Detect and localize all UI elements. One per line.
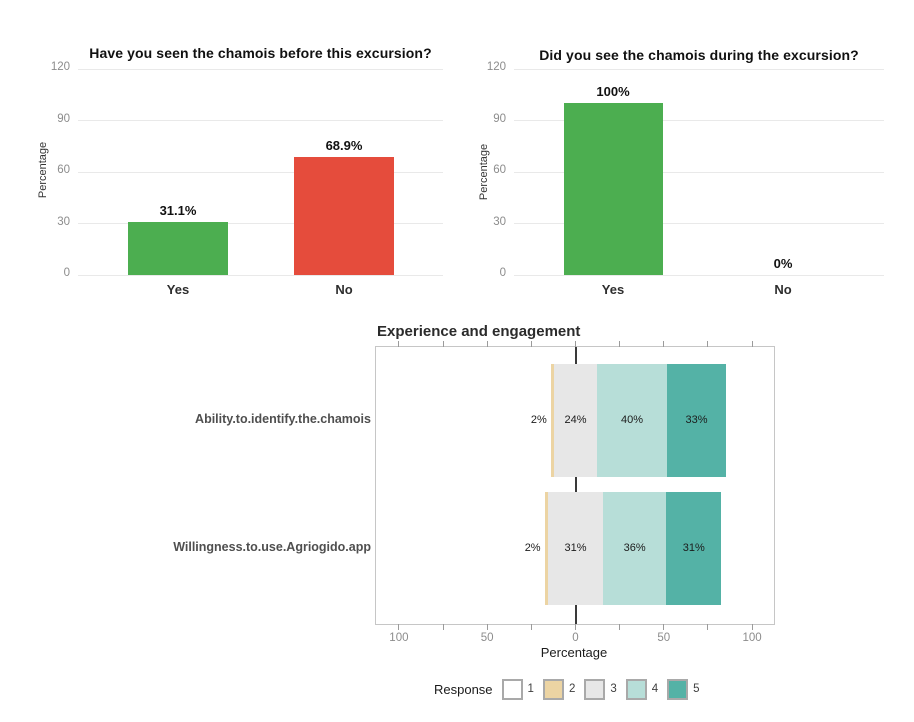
legend-swatch-5 <box>667 678 689 700</box>
axis-tick <box>398 624 400 630</box>
y-tick-label: 0 <box>499 267 506 279</box>
y-tick-label: 30 <box>57 215 70 228</box>
segment-label-outside: 2% <box>530 414 547 426</box>
bar-value-label: 100% <box>596 84 630 100</box>
segment-label-outside: 2% <box>524 542 541 554</box>
legend-title: Response <box>434 681 493 697</box>
gridline <box>78 68 443 70</box>
axis-tick <box>619 341 621 347</box>
chart-during-excursion: Did you see the chamois during the excur… <box>460 0 914 308</box>
segment-label: 36% <box>623 542 646 554</box>
x-tick-label: 50 <box>480 632 494 644</box>
legend-item-label: 3 <box>610 683 617 695</box>
axis-tick <box>751 624 753 630</box>
x-tick-label: 100 <box>742 632 762 644</box>
y-tick-label: 90 <box>493 112 506 125</box>
x-tick-label: 0 <box>572 632 579 644</box>
x-axis-label: Percentage <box>540 645 608 660</box>
axis-tick <box>751 341 753 347</box>
y-tick-label: 0 <box>63 267 70 279</box>
y-tick-label: 60 <box>493 164 506 176</box>
chart-title: Did you see the chamois during the excur… <box>539 47 859 63</box>
x-tick-label: 100 <box>389 632 409 644</box>
y-tick-label: 90 <box>57 112 70 125</box>
y-tick-label: 60 <box>57 164 70 176</box>
plot-area: 0 30 60 90 120 100% Yes 0% No <box>487 61 884 297</box>
segment-label: 31% <box>564 542 587 554</box>
gridline <box>78 171 443 173</box>
gridline <box>78 120 443 121</box>
chart-title: Have you seen the chamois before this ex… <box>89 45 432 61</box>
chart-experience-engagement: Experience and engagement 100 50 0 50 100 24%… <box>0 315 914 722</box>
axis-tick <box>398 341 400 347</box>
gridline <box>78 274 443 276</box>
chart-title: Experience and engagement <box>377 323 581 340</box>
axis-tick <box>663 624 665 630</box>
likert-segment-level-3 <box>554 364 597 477</box>
axis-tick <box>575 624 576 630</box>
legend-swatch-1 <box>501 678 523 700</box>
likert-segment-level-2 <box>544 492 549 605</box>
legend-items: 1 2 3 4 5 <box>493 678 700 700</box>
zero-axis-line <box>574 347 577 624</box>
likert-segment-level-2 <box>550 364 555 477</box>
gridline <box>514 223 884 224</box>
y-tick-label: 120 <box>50 61 70 73</box>
axis-tick <box>442 624 444 630</box>
plot-area: 100 50 0 50 100 24% 40% 33% 2% 31% 36% 31% 2% <box>375 341 775 644</box>
gridline <box>78 223 443 224</box>
x-category-label: Yes <box>166 282 190 297</box>
legend-item-label: 4 <box>651 683 659 695</box>
legend-item-label: 1 <box>527 683 534 695</box>
row-label: Willingness.to.use.Agriogido.app <box>173 540 371 554</box>
x-category-label: No <box>335 282 353 297</box>
axis-tick <box>442 341 444 347</box>
segment-label: 24% <box>564 414 587 426</box>
axis-tick <box>707 624 709 630</box>
gridline <box>514 68 884 70</box>
legend-swatch-2 <box>542 678 564 700</box>
axis-tick <box>530 341 532 347</box>
gridline <box>514 274 884 276</box>
gridline <box>514 120 884 121</box>
gridline <box>514 171 884 173</box>
likert-segment-level-4 <box>596 364 668 477</box>
legend-swatch-4 <box>625 678 647 700</box>
bar-value-label: 31.1% <box>159 202 197 218</box>
axis-tick <box>530 624 532 630</box>
legend-item-label: 5 <box>693 683 700 695</box>
legend-item-label: 2 <box>568 683 576 695</box>
likert-segment-level-4 <box>602 492 667 605</box>
bar-value-label: 0% <box>773 256 793 271</box>
segment-label: 33% <box>685 414 708 426</box>
likert-segment-level-5 <box>667 364 726 477</box>
bar-yes <box>128 221 228 275</box>
chart-before-excursion: Have you seen the chamois before this ex… <box>0 0 460 308</box>
y-tick-label: 30 <box>493 215 506 228</box>
legend: Response 1 2 3 4 5 <box>434 677 700 701</box>
plot-area: 0 30 60 90 120 31.1% Yes 68.9% No <box>51 61 443 297</box>
axis-tick <box>486 341 488 347</box>
likert-segment-level-5 <box>666 492 722 605</box>
axis-tick <box>707 341 709 347</box>
likert-segment-level-3 <box>548 492 603 605</box>
axis-tick <box>486 624 488 630</box>
legend-swatch-3 <box>584 678 606 700</box>
axis-tick <box>663 341 665 347</box>
bar-yes <box>563 103 663 275</box>
x-category-label: Yes <box>601 282 625 297</box>
x-tick-label: 50 <box>657 632 671 644</box>
x-category-label: No <box>774 282 792 297</box>
axis-tick <box>619 624 621 630</box>
segment-label: 31% <box>682 542 705 554</box>
axis-tick <box>575 341 576 347</box>
row-label: Ability.to.identify.the.chamois <box>195 412 371 426</box>
y-tick-label: 120 <box>486 61 506 73</box>
bar-value-label: 68.9% <box>325 137 363 153</box>
bar-no <box>294 156 394 275</box>
segment-label: 40% <box>620 414 644 426</box>
